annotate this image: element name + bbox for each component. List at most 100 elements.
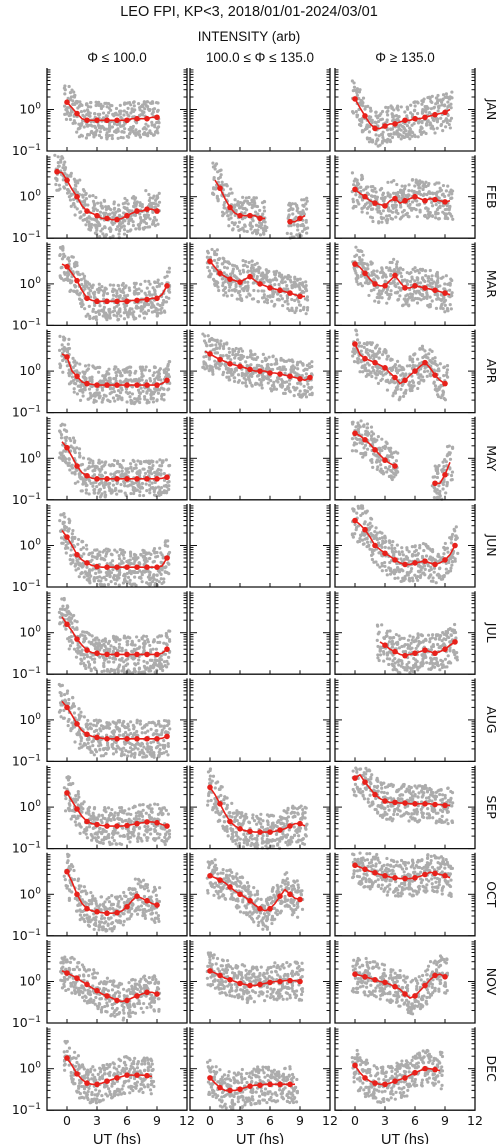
scatter-point [147, 483, 152, 487]
scatter-point [293, 388, 297, 392]
scatter-point [410, 200, 415, 204]
median-point [402, 197, 408, 204]
scatter-point [380, 217, 384, 221]
scatter-point [271, 355, 275, 359]
scatter-point [138, 314, 142, 318]
scatter-cloud [62, 84, 161, 141]
median-point [287, 218, 293, 225]
median-point [74, 277, 80, 284]
scatter-point [257, 224, 261, 228]
scatter-point [146, 131, 150, 135]
scatter-point [394, 210, 398, 214]
scatter-point [296, 228, 300, 232]
scatter-point [95, 219, 99, 224]
scatter-point [408, 127, 412, 131]
median-point [402, 285, 408, 291]
scatter-point [96, 201, 100, 205]
scatter-point [412, 100, 416, 105]
scatter-point [250, 259, 254, 263]
scatter-point [80, 200, 84, 204]
scatter-point [350, 79, 354, 83]
scatter-point [143, 225, 147, 230]
scatter-point [305, 199, 309, 203]
scatter-point [435, 293, 440, 297]
scatter-point [410, 388, 414, 393]
scatter-point [446, 309, 450, 313]
scatter-point [109, 472, 113, 476]
scatter-point [111, 215, 115, 219]
scatter-point [365, 191, 370, 196]
scatter-point [413, 184, 417, 188]
scatter-point [214, 162, 219, 166]
scatter-point [140, 481, 145, 486]
scatter-point [111, 293, 116, 297]
median-point [392, 272, 398, 279]
scatter-point [125, 110, 129, 115]
scatter-point [355, 181, 360, 185]
median-line [66, 101, 157, 122]
scatter-point [119, 115, 123, 119]
scatter-point [205, 366, 209, 370]
scatter-point [121, 220, 125, 225]
scatter-point [415, 203, 419, 207]
scatter-point [100, 206, 105, 210]
scatter-point [431, 118, 435, 122]
scatter-point [117, 207, 121, 212]
scatter-point [358, 101, 362, 105]
scatter-point [375, 137, 380, 141]
scatter-point [432, 118, 436, 123]
scatter-point [290, 202, 295, 206]
scatter-point [398, 203, 403, 207]
scatter-point [88, 114, 92, 118]
scatter-point [141, 307, 145, 311]
scatter-point [93, 487, 97, 492]
scatter-point [298, 210, 303, 214]
scatter-point [387, 209, 391, 213]
scatter-point [61, 166, 65, 170]
scatter-point [68, 98, 73, 102]
scatter-point [429, 123, 433, 127]
scatter-point [112, 207, 116, 211]
scatter-point [379, 211, 383, 216]
scatter-point [63, 172, 67, 176]
scatter-point [253, 228, 257, 232]
scatter-point [379, 118, 383, 122]
scatter-point [407, 120, 411, 124]
scatter-point [354, 204, 358, 209]
scatter-point [79, 388, 83, 392]
scatter-point [398, 397, 402, 401]
scatter-point [425, 291, 429, 295]
scatter-point [230, 191, 234, 195]
median-point [402, 117, 408, 124]
scatter-point [242, 286, 247, 291]
scatter-point [408, 137, 412, 141]
median-point [362, 270, 368, 277]
scatter-point [402, 126, 406, 131]
scatter-point [215, 351, 220, 355]
scatter-point [75, 207, 79, 211]
scatter-point [437, 367, 441, 371]
scatter-point [407, 193, 411, 197]
scatter-point [424, 274, 428, 278]
scatter-point [265, 225, 269, 230]
scatter-point [79, 475, 83, 480]
scatter-point [107, 227, 111, 231]
scatter-point [114, 129, 119, 134]
scatter-point [225, 266, 230, 270]
scatter-point [288, 236, 292, 240]
scatter-point [433, 191, 437, 195]
scatter-point [401, 191, 405, 195]
scatter-point [129, 465, 133, 469]
scatter-point [243, 199, 247, 203]
scatter-point [83, 203, 87, 207]
scatter-point [272, 387, 276, 391]
scatter-point [371, 194, 375, 198]
scatter-point [407, 189, 411, 193]
scatter-point [401, 192, 406, 196]
scatter-point [374, 133, 378, 137]
scatter-point [61, 335, 66, 339]
scatter-point [232, 376, 236, 380]
scatter-point [405, 282, 410, 286]
scatter-point [377, 289, 382, 293]
scatter-point [115, 291, 119, 295]
